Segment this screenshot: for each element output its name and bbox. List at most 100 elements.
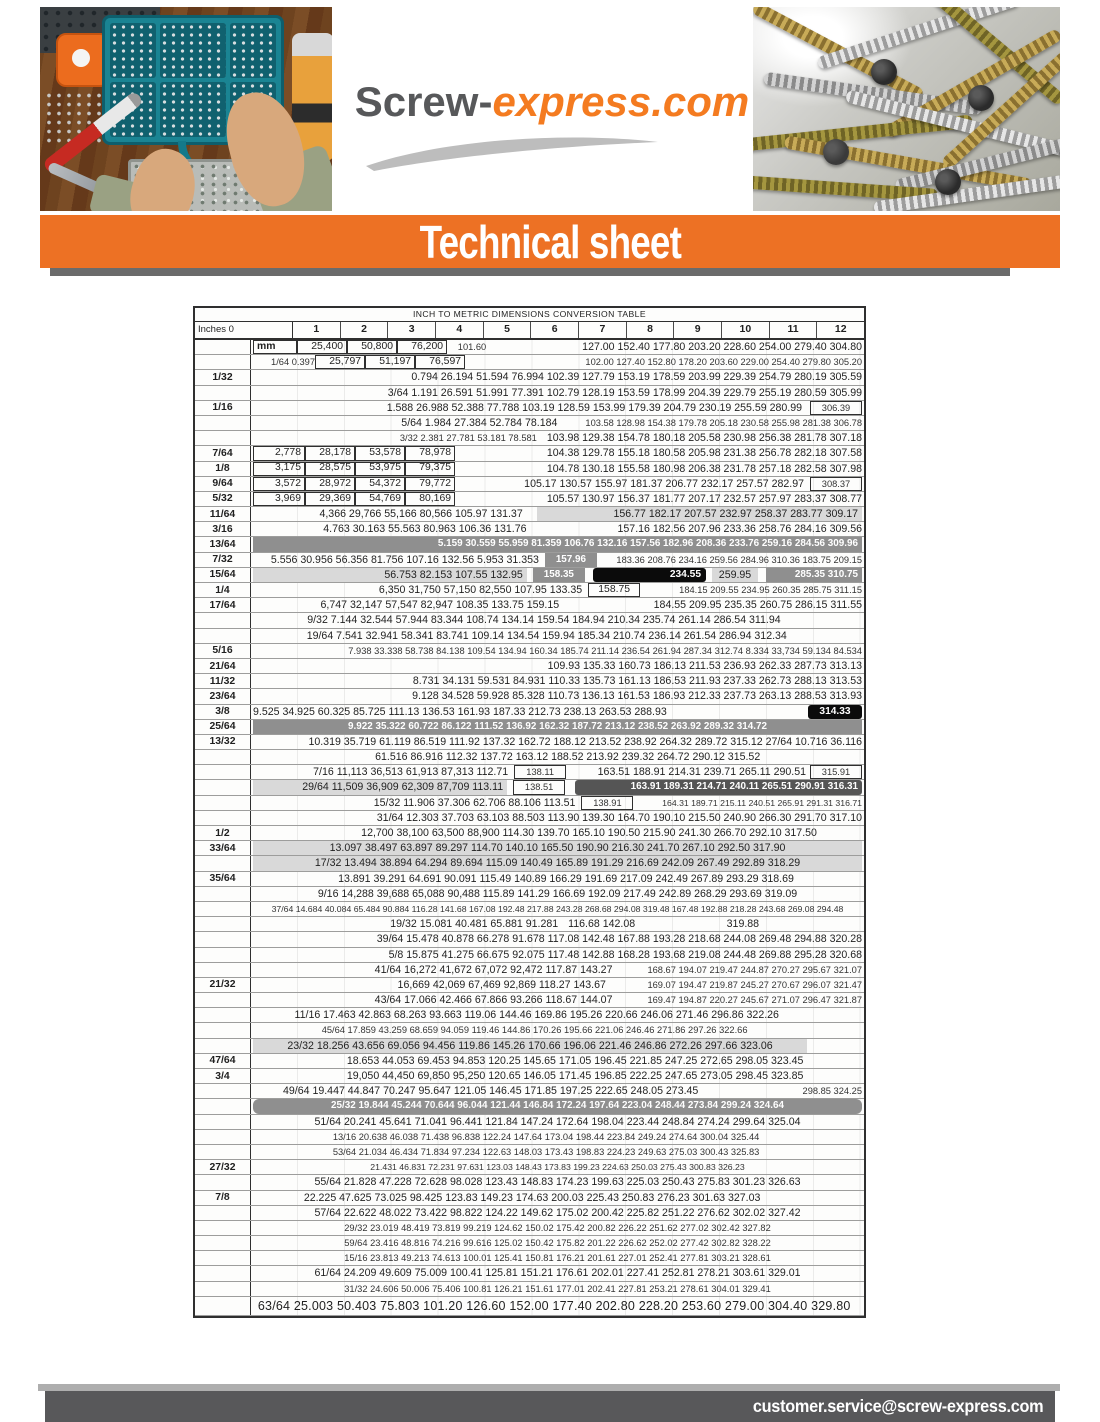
- row-values: 56.753 82.153 107.55 132.95 158.35 234.55 2…: [251, 567, 864, 582]
- row-fraction-label: [195, 613, 251, 628]
- row-values: 25/32 19.844 45.244 70.644 96.044 121.44…: [251, 1099, 864, 1114]
- row-values: 63/64 25.003 50.403 75.803 101.20 126.60…: [251, 1296, 864, 1315]
- spacer: [253, 1084, 283, 1098]
- row-values: 3/64 1.191 26.591 51.991 77.391 102.79 1…: [251, 385, 864, 400]
- row-fraction-label: [195, 1175, 251, 1190]
- table-row: 27/32 21.431 46.831 72.231 97.631 123.03 …: [195, 1160, 864, 1176]
- value-segment: 39/64 15.478 40.878 66.278 91.678 117.08…: [376, 933, 862, 946]
- value-segment: 9.128 34.528 59.928 85.328 110.73 136.13…: [412, 690, 862, 703]
- value-segment: 57/64 22.622 48.022 73.422 98.822 124.22…: [314, 1206, 801, 1219]
- spacer: [253, 386, 388, 400]
- row-values: 2,778 28,178 53,578 78,978 104.38 129.78 155…: [251, 446, 864, 461]
- row-values: 31/64 12.303 37.703 63.103 88.503 113.90…: [251, 810, 864, 825]
- spacer: [253, 826, 361, 840]
- value-segment: 314.33: [808, 704, 862, 719]
- value-segment: 78,978: [405, 446, 455, 461]
- row-values: 10.319 35.719 61.119 86.519 111.92 137.3…: [251, 734, 864, 750]
- row-values: 6,350 31,750 57,150 82,550 107.95 133.35…: [251, 583, 864, 598]
- row-fraction-label: [195, 765, 251, 780]
- row-fraction-label: 25/64: [195, 719, 251, 734]
- value-segment: 109.93 135.33 160.73 186.13 211.53 236.9…: [547, 659, 862, 672]
- value-segment: 25/32 19.844 45.244 70.644 96.044 121.44…: [253, 1099, 862, 1114]
- spacer: [802, 401, 810, 415]
- row-fraction-label: [195, 1266, 251, 1281]
- technical-sheet-banner: Technical sheet: [40, 215, 1060, 268]
- spacer: [537, 431, 547, 445]
- spacer: [253, 370, 411, 384]
- row-fraction-label: 3/16: [195, 522, 251, 537]
- value-segment: 5/8 15.875 41.275 66.675 92.075 117.48 1…: [388, 948, 862, 961]
- row-fraction-label: 27/32: [195, 1160, 251, 1175]
- value-segment: 79,772: [405, 476, 455, 491]
- table-row: 25/64 9.922 35.322 60.722 86.122 111.52 1…: [195, 719, 864, 735]
- row-fraction-label: 1/32: [195, 370, 251, 385]
- spacer: [667, 705, 808, 719]
- spacer: [558, 917, 568, 931]
- value-segment: 53,578: [355, 446, 405, 461]
- value-segment: 41/64 16,272 41,672 67,072 92,472 117.87…: [374, 963, 613, 976]
- customer-service-email-link[interactable]: customer.service@screw-express.com: [752, 1396, 1044, 1416]
- table-row: 9/32 7.144 32.544 57.944 83.344 108.74 1…: [195, 613, 864, 629]
- row-fraction-label: 17/64: [195, 598, 251, 613]
- spacer: [803, 1069, 862, 1083]
- row-fraction-label: 7/8: [195, 1190, 251, 1205]
- value-segment: 61.516 86.916 112.32 137.72 163.12 188.5…: [375, 751, 761, 764]
- value-segment: 103.58 128.98 154.38 179.78 205.18 230.5…: [585, 417, 862, 428]
- spacer: [455, 477, 524, 491]
- spacer: [455, 492, 547, 506]
- value-segment: 308.37: [810, 476, 862, 491]
- spacer: [817, 826, 862, 840]
- row-values: 45/64 17.859 43.259 68.659 94.059 119.46…: [251, 1023, 864, 1038]
- logo-text-express: express.com: [492, 78, 750, 125]
- row-fraction-label: [195, 962, 251, 977]
- row-values: 15/16 23.813 49.213 74.613 100.01 125.41…: [251, 1251, 864, 1266]
- spacer: [253, 1236, 344, 1250]
- conversion-table: INCH TO METRIC DIMENSIONS CONVERSION TAB…: [193, 306, 866, 1318]
- screw-head-decor: [871, 59, 897, 85]
- spacer: [527, 522, 541, 536]
- row-fraction-label: [195, 810, 251, 825]
- screw-head-decor: [823, 139, 849, 165]
- table-row: mm 25,400 50,800 76,200 101.60 127.00 152.40 …: [195, 340, 864, 356]
- spacer: [801, 1115, 863, 1129]
- value-segment: 5.159 30.559 55.959 81.359 106.76 132.16…: [253, 537, 862, 552]
- value-segment: 6,350 31,750 57,150 82,550 107.95 133.35: [378, 584, 583, 596]
- row-values: 109.93 135.33 160.73 186.13 211.53 236.9…: [251, 658, 864, 674]
- value-segment: 10.319 35.719 61.119 86.519 111.92 137.3…: [308, 735, 862, 748]
- table-row: 55/64 21.828 47.228 72.628 98.028 123.43…: [195, 1175, 864, 1191]
- value-segment: 4.763 30.163 55.563 80.963 106.36 131.76: [323, 523, 527, 536]
- spacer: [779, 1008, 862, 1022]
- value-segment: 101.60: [457, 342, 487, 352]
- value-segment: 3/32 2.381 27.781 53.181 78.581: [399, 433, 537, 444]
- table-row: 1/8 3,175 28,575 53,975 79,375 104.78 130.18 …: [195, 461, 864, 477]
- spacer: [253, 629, 307, 643]
- value-segment: 164.31 189.71 215.11 240.51 265.91 291.3…: [662, 797, 862, 808]
- row-values: 61.516 86.916 112.32 137.72 163.12 188.5…: [251, 750, 864, 765]
- spacer: [253, 1175, 315, 1189]
- value-segment: 55/64 21.828 47.228 72.628 98.028 123.43…: [314, 1176, 801, 1189]
- spacer: [612, 993, 647, 1007]
- value-segment: 184.15 209.55 234.95 260.35 285.75 311.1…: [679, 585, 862, 595]
- spacer: [771, 1221, 862, 1235]
- value-segment: 23/32 18.256 43.656 69.056 94.456 119.86…: [253, 1038, 807, 1053]
- table-title: INCH TO METRIC DIMENSIONS CONVERSION TAB…: [195, 308, 864, 322]
- row-values: 5.159 30.559 55.959 81.359 106.76 132.16…: [251, 537, 864, 552]
- row-fraction-label: [195, 917, 251, 932]
- row-fraction-label: [195, 1038, 251, 1053]
- row-values: 16,669 42,069 67,469 92,869 118.27 143.6…: [251, 977, 864, 993]
- value-segment: 22.225 47.625 73.025 98.425 123.83 149.2…: [303, 1191, 761, 1204]
- value-segment: 156.77 182.17 207.57 232.97 258.37 283.7…: [536, 507, 862, 522]
- value-segment: 29,369: [305, 491, 355, 507]
- table-row: 3/4 19,050 44,450 69,850 95,250 120.65 14…: [195, 1069, 864, 1085]
- row-values: 29/64 11,509 36,909 62,309 87,709 113.11…: [251, 780, 864, 795]
- value-segment: 315.91: [810, 765, 862, 780]
- row-values: 21.431 46.831 72.231 97.631 123.03 148.4…: [251, 1160, 864, 1175]
- column-header: 10: [721, 322, 769, 338]
- value-segment: 298.85 324.25: [802, 1086, 862, 1097]
- row-fraction-label: [195, 431, 251, 446]
- row-fraction-label: 13/64: [195, 537, 251, 552]
- table-header-row: Inches 0 1 2 3 4 5 6 7 8 9 10 11 12: [195, 322, 864, 340]
- row-fraction-label: 11/64: [195, 507, 251, 522]
- row-fraction-label: [195, 355, 251, 370]
